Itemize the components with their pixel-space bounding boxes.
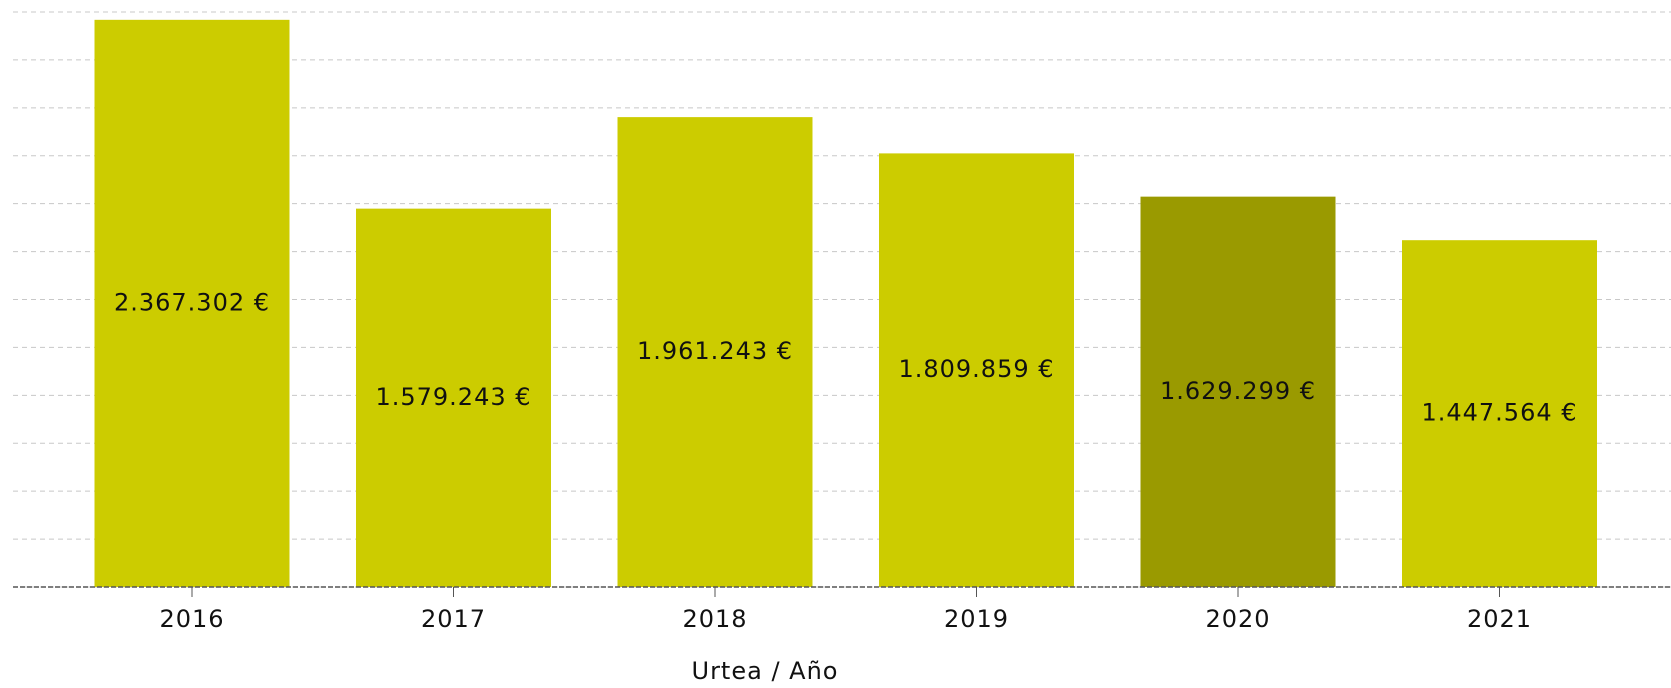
value-label: 1.961.243 €: [637, 337, 793, 365]
value-label: 1.629.299 €: [1160, 377, 1316, 405]
x-tick-label: 2019: [944, 605, 1009, 633]
x-tick-label: 2018: [682, 605, 747, 633]
bar: [94, 19, 290, 587]
bar: [1402, 240, 1597, 587]
value-label: 2.367.302 €: [114, 288, 270, 316]
value-label: 1.809.859 €: [898, 355, 1054, 383]
bar: [879, 153, 1074, 588]
x-tick-label: 2017: [421, 605, 486, 633]
value-label: 1.447.564 €: [1421, 399, 1577, 427]
x-axis-title: Urtea / Año: [692, 657, 839, 685]
x-tick-label: 2016: [159, 605, 224, 633]
bar: [1140, 196, 1336, 588]
bar: [356, 208, 551, 587]
x-tick-label: 2020: [1205, 605, 1270, 633]
value-label: 1.579.243 €: [375, 383, 531, 411]
x-tick-label: 2021: [1467, 605, 1532, 633]
bar: [617, 117, 813, 587]
